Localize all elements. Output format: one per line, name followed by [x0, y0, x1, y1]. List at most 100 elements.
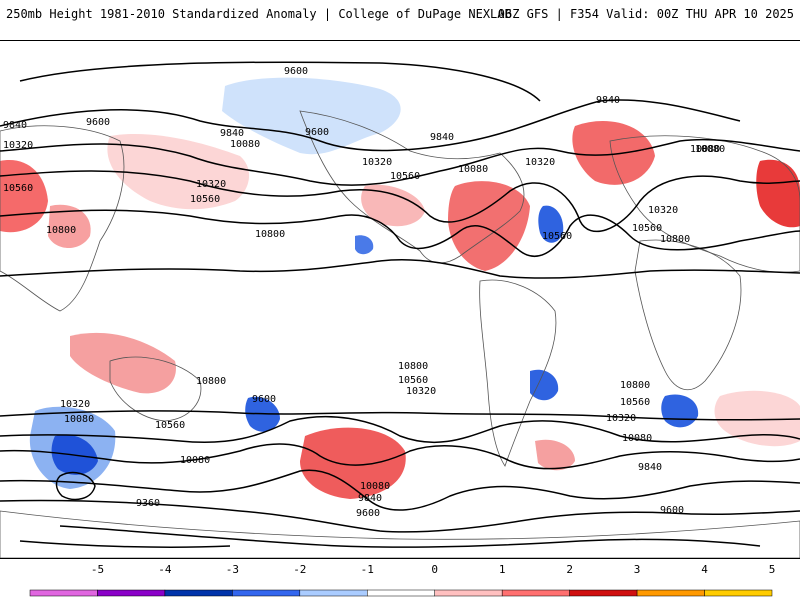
contour-label: 10800 — [398, 361, 428, 372]
coast-south-america — [479, 279, 557, 467]
contour-label: 9840 — [596, 95, 620, 106]
coast-antarctica — [0, 510, 800, 558]
coast-australia — [109, 356, 202, 422]
contour-10800-south — [0, 410, 800, 421]
pink-anomaly-japan — [48, 204, 91, 249]
contour-9840-north — [0, 99, 741, 152]
map-title: 250mb Height 1981-2010 Standardized Anom… — [6, 7, 512, 21]
colorbar-swatch — [97, 589, 166, 597]
colorbar-tick-label: 0 — [431, 563, 439, 576]
contour-label: 10560 — [190, 194, 220, 205]
red-anomaly-east-asia — [0, 160, 48, 233]
anomaly-map: 9600 9600 9840 9840 9600 10320 10080 105… — [0, 61, 800, 558]
pink-anomaly-drake — [535, 439, 575, 471]
colorbar-swatch — [569, 589, 638, 597]
contour-label: 9600 — [356, 508, 380, 519]
contour-label: 10800 — [46, 225, 76, 236]
contour-label: 9840 — [358, 493, 382, 504]
header: 250mb Height 1981-2010 Standardized Anom… — [0, 0, 800, 28]
colorbar-graphic — [29, 589, 773, 597]
contour-label: 10080 — [622, 433, 652, 444]
valid-time: 06Z GFS | F354 Valid: 00Z THU APR 10 202… — [497, 7, 794, 21]
contour-9600-south — [59, 525, 761, 548]
contour-label: 10320 — [3, 140, 33, 151]
colorbar-swatch — [501, 589, 570, 597]
blue-anomaly-south-atlantic — [661, 394, 699, 428]
contour-label: 10080 — [360, 481, 390, 492]
contour-label: 10560 — [390, 171, 420, 182]
contour-label: 10320 — [406, 386, 436, 397]
contour-9840-south — [0, 499, 800, 533]
red-anomaly-south-pacific — [300, 427, 406, 499]
contour-10800-north — [0, 258, 800, 279]
colorbar-swatch — [704, 589, 773, 597]
contour-label: 10320 — [606, 413, 636, 424]
contour-label: 10320 — [525, 157, 555, 168]
contour-label: 10320 — [60, 399, 90, 410]
blue-anomaly-pacific-small — [355, 235, 374, 255]
contour-label: 10080 — [458, 164, 488, 175]
contour-label: 9840 — [220, 128, 244, 139]
contour-label: 10800 — [196, 376, 226, 387]
blue-anomaly-atlantic — [538, 205, 564, 243]
colorbar-tick-label: -4 — [158, 563, 172, 576]
height-contours — [0, 61, 800, 548]
colorbar-tick-label: -2 — [293, 563, 307, 576]
contour-label: 9840 — [430, 132, 454, 143]
contour-label: 9600 — [284, 66, 308, 77]
colorbar-tick-label: -3 — [225, 563, 239, 576]
contour-label: 10080 — [230, 139, 260, 150]
coast-asia-west — [0, 125, 125, 312]
contour-label: 10560 — [542, 231, 572, 242]
contour-label: 10560 — [620, 397, 650, 408]
contour-label: 10800 — [660, 234, 690, 245]
colorbar-swatch — [434, 589, 503, 597]
colorbar: -5 -4 -3 -2 -1 0 1 2 3 4 5 — [0, 560, 800, 600]
pink-anomaly-south-atlantic — [714, 390, 800, 447]
coast-africa — [634, 239, 742, 391]
contour-label: 9360 — [136, 498, 160, 509]
pink-anomaly-australia — [70, 332, 176, 394]
colorbar-tick-label: 1 — [498, 563, 506, 576]
colorbar-tick-label: -5 — [90, 563, 105, 576]
anomaly-shading — [0, 77, 800, 499]
colorbar-swatch — [164, 589, 233, 597]
blue-anomaly-south-america — [530, 369, 559, 401]
contour-10560-north — [0, 209, 800, 257]
contour-label: 10080 — [690, 144, 720, 155]
coast-north-america — [299, 110, 525, 264]
colorbar-tick-label: 2 — [566, 563, 573, 576]
colorbar-swatch — [367, 589, 435, 597]
pink-anomaly-north-pacific — [107, 133, 250, 210]
colorbar-swatch — [636, 589, 705, 597]
map-panel[interactable]: 9600 9600 9840 9840 9600 10320 10080 105… — [0, 40, 800, 559]
contour-label: 9840 — [3, 120, 27, 131]
contour-10560-south — [0, 415, 800, 444]
colorbar-swatch — [232, 589, 301, 597]
red-anomaly-europe — [756, 159, 800, 228]
red-anomaly-north-atlantic — [572, 120, 655, 185]
contour-label: 10320 — [648, 205, 678, 216]
contour-9600-south-indian-low — [55, 471, 96, 501]
contour-10080-south — [0, 469, 800, 511]
contour-label: 9600 — [305, 127, 329, 138]
contour-label: 9840 — [638, 462, 662, 473]
colorbar-tick-label: 5 — [768, 563, 776, 576]
blue-anomaly-arctic — [222, 77, 401, 155]
contour-label: 10080 — [180, 455, 210, 466]
pink-anomaly-western-us — [361, 184, 425, 227]
contour-10320-north — [0, 170, 800, 232]
colorbar-swatch — [29, 589, 98, 597]
colorbar-tick-label: 3 — [633, 563, 641, 576]
colorbar-tick-label: -1 — [360, 563, 374, 576]
colorbar-swatches — [29, 589, 773, 597]
contour-9600-north — [19, 61, 541, 102]
contour-label-layer: 9600 9600 9840 9840 9600 10320 10080 105… — [3, 66, 725, 519]
contour-label: 10560 — [155, 420, 185, 431]
contour-label: 10320 — [362, 157, 392, 168]
contour-label: 10080 — [695, 144, 725, 155]
contour-label: 10800 — [620, 380, 650, 391]
contour-label: 10560 — [398, 375, 428, 386]
contour-9360-south — [19, 540, 231, 548]
contour-label: 10080 — [64, 414, 94, 425]
